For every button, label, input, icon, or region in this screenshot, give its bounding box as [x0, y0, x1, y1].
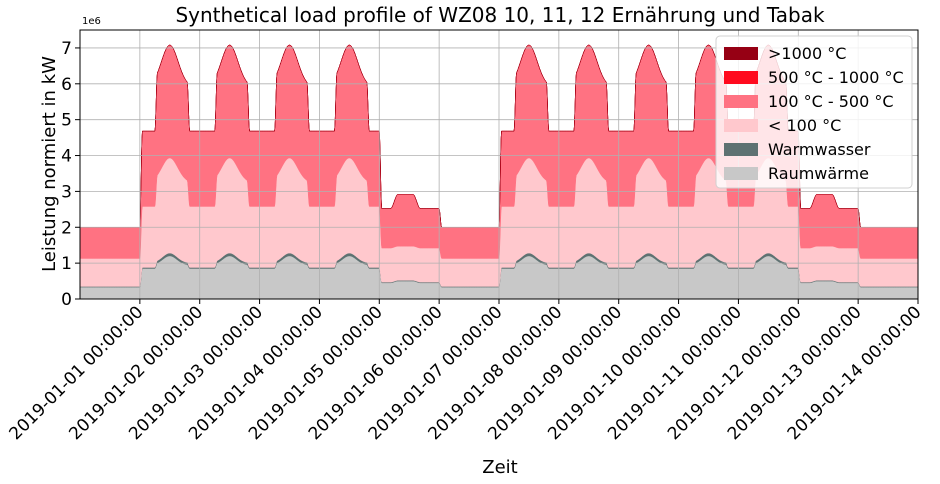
y-tick-label: 7 — [61, 39, 72, 59]
legend-box — [715, 35, 913, 189]
area-1000-c — [80, 44, 918, 228]
legend-label: < 100 °C — [768, 116, 841, 135]
chart-title: Synthetical load profile of WZ08 10, 11,… — [175, 3, 825, 27]
legend-swatch — [724, 71, 758, 84]
y-tick-label: 4 — [61, 147, 72, 167]
legend: >1000 °C 500 °C - 1000 °C 100 °C - 500 °C <… — [715, 35, 913, 189]
legend-label: >1000 °C — [768, 44, 846, 63]
y-tick-label: 3 — [61, 182, 72, 202]
y-axis-label: Leistung normiert in kW — [39, 56, 60, 272]
legend-swatch — [724, 167, 758, 180]
legend-swatch — [724, 95, 758, 108]
stacked-areas — [79, 44, 919, 300]
legend-label: Raumwärme — [768, 164, 869, 183]
legend-swatch — [724, 143, 758, 156]
legend-label: Warmwasser — [768, 140, 871, 159]
legend-label: 100 °C - 500 °C — [768, 92, 894, 111]
y-tick-label: 2 — [61, 218, 72, 238]
y-tick-label: 0 — [61, 290, 72, 310]
y-tick-label: 6 — [61, 75, 72, 95]
legend-label: 500 °C - 1000 °C — [768, 68, 904, 87]
y-axis-ticks: 0 1 2 3 4 5 6 7 — [61, 39, 80, 310]
y-tick-label: 1 — [61, 254, 72, 274]
y-multiplier-label: 1e6 — [82, 16, 101, 27]
x-axis-label: Zeit — [482, 457, 517, 478]
legend-swatch — [724, 47, 758, 60]
y-tick-label: 5 — [61, 111, 72, 131]
legend-swatch — [724, 119, 758, 132]
